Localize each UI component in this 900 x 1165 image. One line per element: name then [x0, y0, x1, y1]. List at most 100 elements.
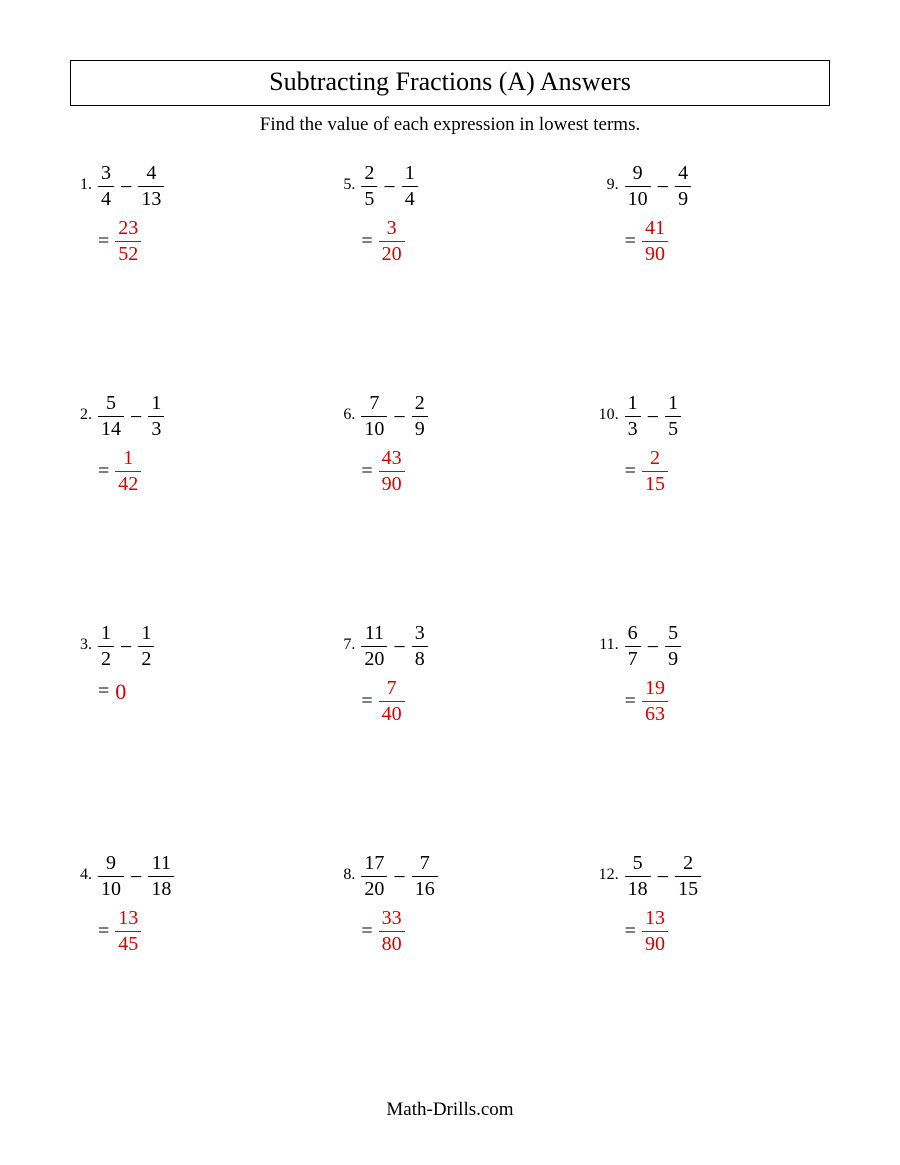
answer-fraction: 4390 [379, 447, 405, 496]
answer-fraction: 3380 [379, 907, 405, 956]
answer-fraction: 1390 [642, 907, 668, 956]
answer-row: =1963 [625, 677, 681, 726]
answer-whole: 0 [115, 677, 126, 705]
answer-row: =3380 [361, 907, 437, 956]
problem-body: 34−413 =2352 [98, 162, 164, 266]
expression-row: 1120−38 [361, 622, 427, 671]
problem-body: 910−1118 =1345 [98, 852, 174, 956]
problem-number: 11. [597, 622, 625, 654]
problem-body: 710−29 =4390 [361, 392, 427, 496]
equals-sign: = [625, 230, 642, 253]
problem-body: 12−12 =0 [98, 622, 154, 705]
equals-sign: = [625, 920, 642, 943]
problem-body: 1120−38 =740 [361, 622, 427, 726]
expression-row: 518−215 [625, 852, 701, 901]
expression-row: 1720−716 [361, 852, 437, 901]
expression-row: 910−1118 [98, 852, 174, 901]
equals-sign: = [625, 460, 642, 483]
expression-row: 34−413 [98, 162, 164, 211]
answer-row: =215 [625, 447, 681, 496]
problem-body: 13−15 =215 [625, 392, 681, 496]
answer-fraction: 215 [642, 447, 668, 496]
minus-sign: − [124, 404, 148, 430]
expression-row: 13−15 [625, 392, 681, 441]
minus-sign: − [114, 174, 138, 200]
equals-sign: = [361, 920, 378, 943]
problem-number: 6. [333, 392, 361, 424]
problem-number: 4. [70, 852, 98, 884]
problem: 9.910−49 =4190 [597, 158, 830, 348]
title-box: Subtracting Fractions (A) Answers [70, 60, 830, 106]
equals-sign: = [361, 460, 378, 483]
problem: 11.67−59 =1963 [597, 618, 830, 808]
equals-sign: = [98, 920, 115, 943]
expression-row: 910−49 [625, 162, 691, 211]
worksheet-page: Subtracting Fractions (A) Answers Find t… [0, 0, 900, 1165]
problem: 12.518−215 =1390 [597, 848, 830, 1038]
problem-number: 5. [333, 162, 361, 194]
problem-body: 910−49 =4190 [625, 162, 691, 266]
answer-row: =740 [361, 677, 427, 726]
expression-row: 25−14 [361, 162, 417, 211]
page-title: Subtracting Fractions (A) Answers [269, 67, 631, 96]
problem: 5.25−14 =320 [333, 158, 566, 348]
minus-sign: − [641, 634, 665, 660]
problem: 2.514−13 =142 [70, 388, 303, 578]
problem-body: 1720−716 =3380 [361, 852, 437, 956]
answer-fraction: 1345 [115, 907, 141, 956]
problems-grid: 1.34−413=23522.514−13=1423.12−12=04.910−… [70, 158, 830, 1038]
problem-number: 3. [70, 622, 98, 654]
answer-row: =0 [98, 677, 154, 705]
answer-fraction: 1963 [642, 677, 668, 726]
problem: 8.1720−716 =3380 [333, 848, 566, 1038]
equals-sign: = [98, 680, 115, 703]
problem-body: 67−59 =1963 [625, 622, 681, 726]
minus-sign: − [641, 404, 665, 430]
minus-sign: − [651, 174, 675, 200]
equals-sign: = [98, 230, 115, 253]
answer-row: =4390 [361, 447, 427, 496]
problem-body: 514−13 =142 [98, 392, 164, 496]
minus-sign: − [387, 404, 411, 430]
answer-fraction: 320 [379, 217, 405, 266]
footer-text: Math-Drills.com [0, 1099, 900, 1121]
answer-fraction: 4190 [642, 217, 668, 266]
problem-number: 7. [333, 622, 361, 654]
answer-row: =320 [361, 217, 417, 266]
problem: 1.34−413 =2352 [70, 158, 303, 348]
problem-number: 9. [597, 162, 625, 194]
problem: 10.13−15 =215 [597, 388, 830, 578]
problem: 6.710−29 =4390 [333, 388, 566, 578]
problem: 4.910−1118 =1345 [70, 848, 303, 1038]
expression-row: 67−59 [625, 622, 681, 671]
expression-row: 514−13 [98, 392, 164, 441]
answer-fraction: 740 [379, 677, 405, 726]
equals-sign: = [98, 460, 115, 483]
answer-row: =4190 [625, 217, 691, 266]
answer-row: =1390 [625, 907, 701, 956]
problem-number: 8. [333, 852, 361, 884]
problem: 3.12−12 =0 [70, 618, 303, 808]
minus-sign: − [387, 634, 411, 660]
problem-number: 12. [597, 852, 625, 884]
expression-row: 12−12 [98, 622, 154, 671]
answer-row: =142 [98, 447, 164, 496]
equals-sign: = [625, 690, 642, 713]
problem-number: 10. [597, 392, 625, 424]
equals-sign: = [361, 230, 378, 253]
minus-sign: − [114, 634, 138, 660]
problem-number: 1. [70, 162, 98, 194]
minus-sign: − [651, 864, 675, 890]
expression-row: 710−29 [361, 392, 427, 441]
answer-row: =1345 [98, 907, 174, 956]
minus-sign: − [387, 864, 411, 890]
answer-row: =2352 [98, 217, 164, 266]
minus-sign: − [124, 864, 148, 890]
minus-sign: − [377, 174, 401, 200]
instructions-text: Find the value of each expression in low… [70, 114, 830, 136]
answer-fraction: 142 [115, 447, 141, 496]
problem-body: 518−215 =1390 [625, 852, 701, 956]
problem: 7.1120−38 =740 [333, 618, 566, 808]
problem-number: 2. [70, 392, 98, 424]
problem-body: 25−14 =320 [361, 162, 417, 266]
